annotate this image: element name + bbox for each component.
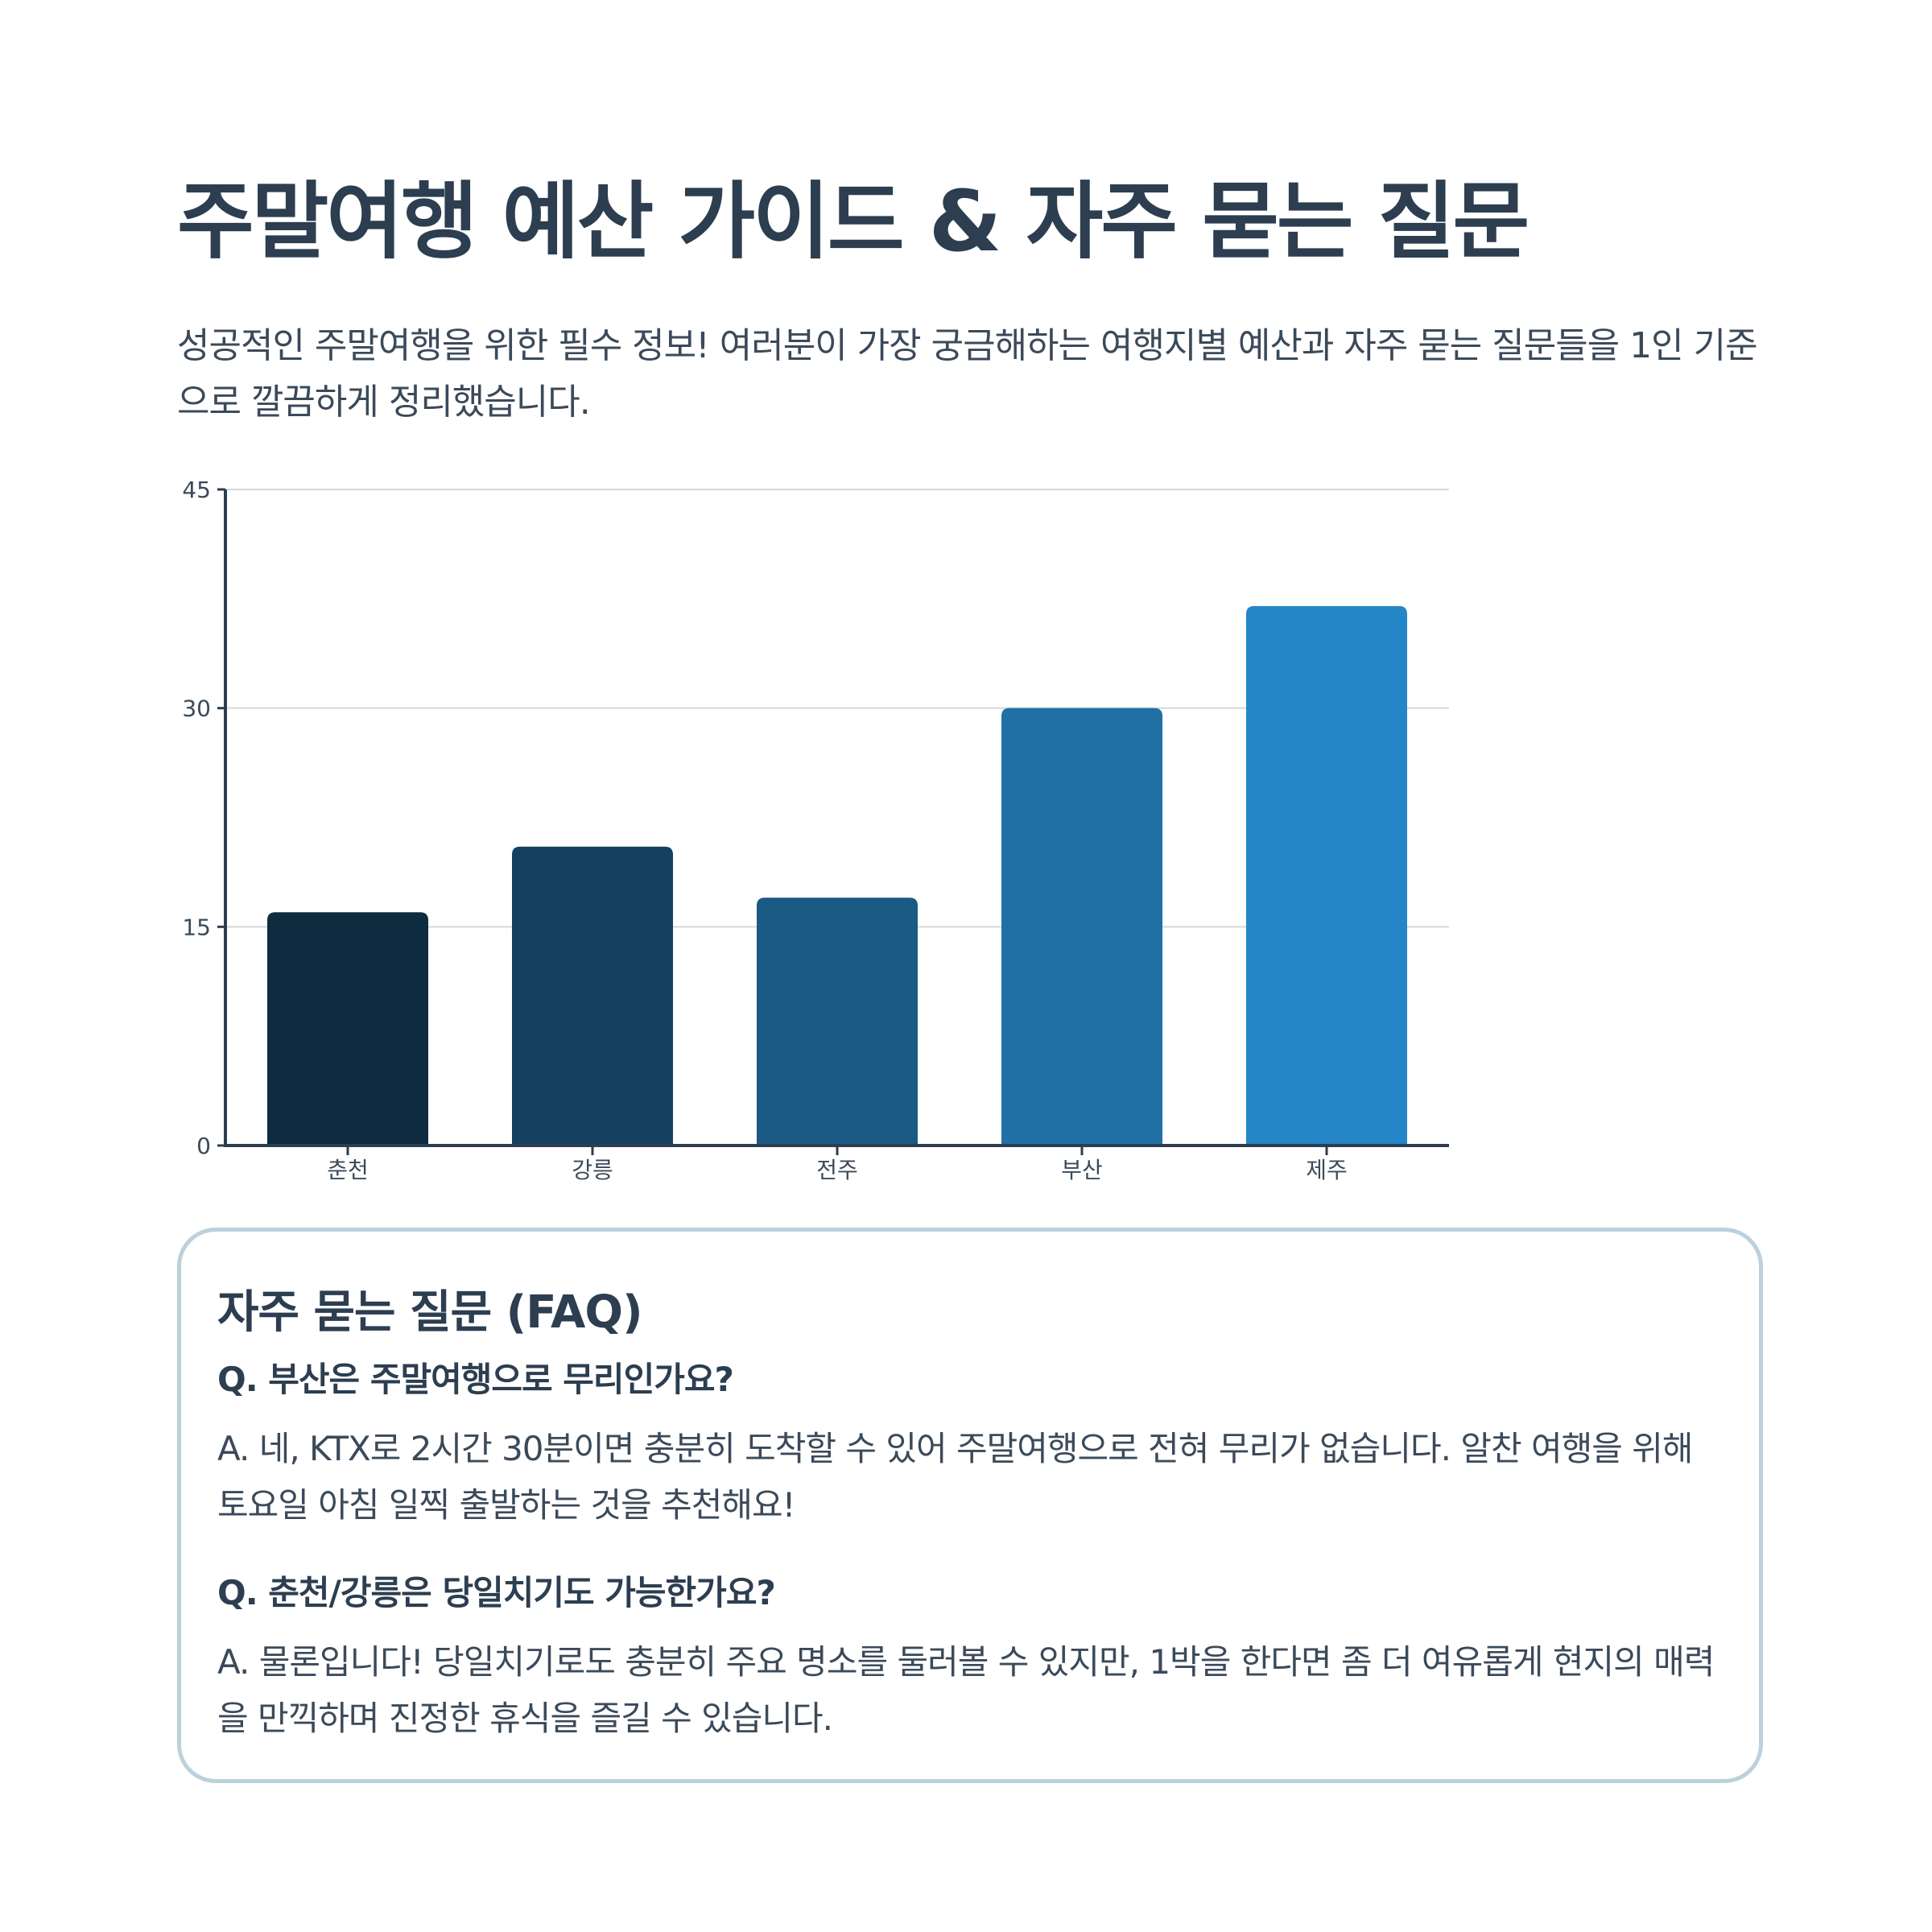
- faq-answer: A. 물론입니다! 당일치기로도 충분히 주요 명소를 둘러볼 수 있지만, 1…: [217, 1642, 1715, 1738]
- faq-title: 자주 묻는 질문 (FAQ): [217, 1286, 643, 1339]
- x-tick-label: 제주: [1306, 1157, 1348, 1183]
- bar: [1246, 605, 1407, 1146]
- page-title: 주말여행 예산 가이드 & 자주 묻는 질문: [177, 172, 1530, 270]
- faq-question: Q. 부산은 주말여행으로 무리인가요?: [217, 1360, 734, 1399]
- x-tick-label: 전주: [816, 1157, 858, 1183]
- x-tick-label: 강릉: [572, 1157, 613, 1183]
- bar: [757, 898, 918, 1146]
- budget-chart: 0 15 30 45 춘천 강릉 전주 부산 제주: [177, 467, 1465, 1208]
- faq-box: 자주 묻는 질문 (FAQ) Q. 부산은 주말여행으로 무리인가요? A. 네…: [177, 1228, 1763, 1783]
- faq-question: Q. 춘천/강릉은 당일치기도 가능한가요?: [217, 1573, 776, 1612]
- faq-answer: A. 네, KTX로 2시간 30분이면 충분히 도착할 수 있어 주말여행으로…: [217, 1429, 1694, 1525]
- bar: [267, 912, 428, 1146]
- bar: [512, 846, 673, 1146]
- y-tick-label: 15: [182, 914, 211, 940]
- bar: [1001, 708, 1162, 1146]
- bar-chart-svg: 0 15 30 45 춘천 강릉 전주 부산 제주: [182, 477, 1449, 1183]
- intro-text: 성공적인 주말여행을 위한 필수 정보! 여러분이 가장 궁금해하는 여행지별 …: [177, 325, 1758, 423]
- x-tick-label: 부산: [1061, 1157, 1103, 1183]
- y-tick-label: 30: [182, 696, 211, 722]
- x-tick-label: 춘천: [327, 1157, 369, 1183]
- y-tick-label: 45: [182, 477, 211, 503]
- y-tick-label: 0: [196, 1133, 211, 1159]
